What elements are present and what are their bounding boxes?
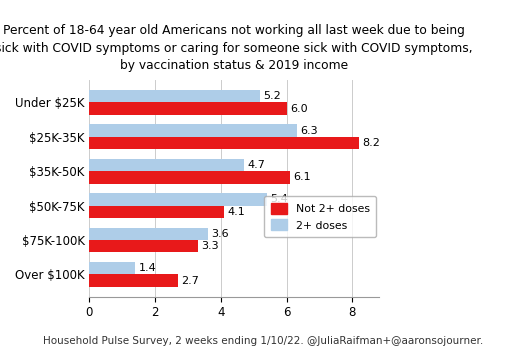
Bar (89, 171, 290, 184)
Text: 6.0: 6.0 (290, 104, 308, 114)
Text: 6.1: 6.1 (293, 172, 311, 183)
Bar (89, 228, 208, 240)
Text: 6.3: 6.3 (300, 126, 318, 136)
Legend: Not 2+ doses, 2+ doses: Not 2+ doses, 2+ doses (264, 196, 376, 237)
Text: 1.4: 1.4 (139, 263, 156, 273)
Bar (89, 262, 136, 274)
Text: 8.2: 8.2 (362, 138, 380, 148)
Bar (89, 159, 244, 171)
Bar (89, 137, 359, 149)
Bar (89, 193, 267, 206)
Text: 5.4: 5.4 (270, 194, 288, 205)
Bar (89, 274, 178, 287)
Bar (89, 103, 287, 115)
Text: 2.7: 2.7 (181, 276, 199, 285)
Bar (89, 206, 224, 218)
Bar (89, 125, 297, 137)
Text: 5.2: 5.2 (264, 91, 281, 101)
Text: 4.7: 4.7 (247, 160, 265, 170)
Bar (89, 90, 260, 103)
Text: 3.3: 3.3 (201, 241, 219, 251)
Bar (89, 240, 198, 252)
Text: Household Pulse Survey, 2 weeks ending 1/10/22. @JuliaRaifman+@aaronsojourner.: Household Pulse Survey, 2 weeks ending 1… (43, 335, 483, 346)
Text: 3.6: 3.6 (211, 229, 229, 239)
Title: Percent of 18-64 year old Americans not working all last week due to being
sick : Percent of 18-64 year old Americans not … (0, 24, 473, 72)
Text: 4.1: 4.1 (227, 207, 245, 217)
